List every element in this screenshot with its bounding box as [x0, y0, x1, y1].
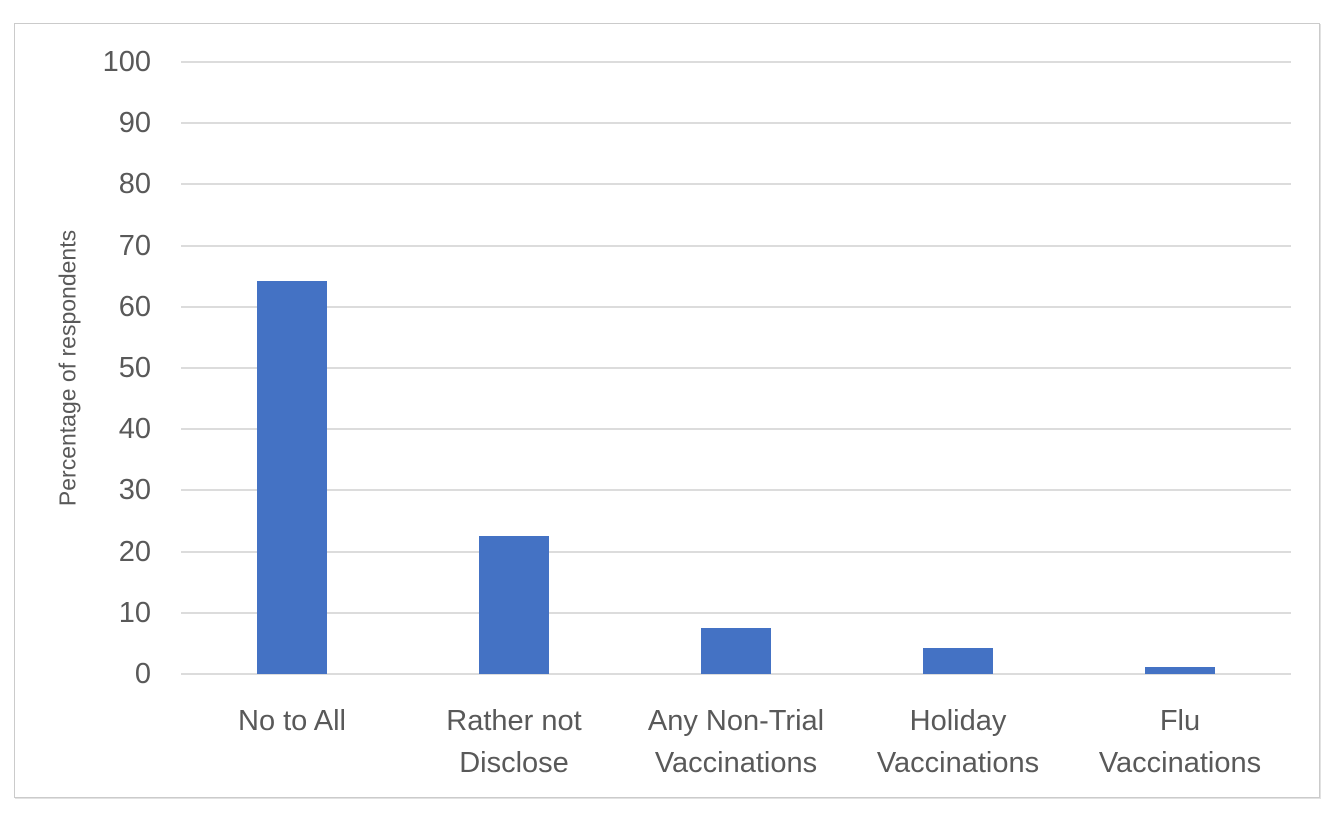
gridline-y-20 [181, 550, 1291, 553]
x-category-label-no-to-all: No to All [181, 700, 403, 742]
y-tick-label-30: 30 [118, 474, 151, 507]
y-tick-label-100: 100 [102, 46, 151, 78]
x-category-label-rather-not-disclose: Rather not Disclose [403, 700, 625, 784]
bar-holiday-vaccinations[interactable] [923, 647, 993, 674]
y-tick-label-80: 80 [118, 168, 151, 201]
gridline-y-40 [181, 428, 1291, 431]
bar-rather-not-disclose[interactable] [479, 536, 549, 674]
bar-flu-vaccinations[interactable] [1145, 666, 1215, 674]
y-tick-label-40: 40 [118, 413, 151, 446]
gridline-y-30 [181, 489, 1291, 492]
y-tick-label-10: 10 [118, 596, 151, 629]
plot-area [181, 61, 1291, 675]
y-tick-label-70: 70 [118, 229, 151, 262]
gridline-y-0 [181, 673, 1291, 675]
gridline-y-50 [181, 367, 1291, 369]
gridline-y-90 [181, 122, 1291, 125]
x-category-label-line: Vaccinations [1098, 747, 1262, 779]
gridline-y-100 [181, 61, 1291, 63]
y-tick-label-90: 90 [118, 107, 151, 140]
x-category-label-line: Holiday [909, 705, 1007, 737]
x-category-label-line: Rather not [446, 705, 582, 737]
bar-no-to-all[interactable] [257, 281, 327, 674]
gridline-y-60 [181, 305, 1291, 308]
y-tick-label-20: 20 [118, 535, 151, 568]
x-category-label-line: Any Non-Trial [647, 705, 825, 737]
x-category-label-line: Flu [1159, 705, 1201, 737]
x-category-label-line: Vaccinations [876, 747, 1040, 779]
chart-frame: Percentage of respondents 0 10 20 30 40 50 60 7… [14, 23, 1320, 798]
gridline-y-10 [181, 611, 1291, 614]
x-category-label-any-non-trial-vaccinations: Any Non-Trial Vaccinations [625, 700, 847, 784]
gridline-y-80 [181, 183, 1291, 186]
gridline-y-70 [181, 244, 1291, 247]
x-category-label-line: Vaccinations [654, 747, 818, 779]
bar-any-non-trial-vaccinations[interactable] [701, 628, 771, 674]
x-category-label-line: Disclose [459, 747, 569, 779]
y-tick-label-0: 0 [134, 658, 151, 690]
x-category-label-line: No to All [238, 705, 346, 737]
y-tick-label-50: 50 [118, 352, 151, 384]
y-tick-label-60: 60 [118, 290, 151, 323]
x-category-label-flu-vaccinations: Flu Vaccinations [1069, 700, 1291, 784]
x-category-label-holiday-vaccinations: Holiday Vaccinations [847, 700, 1069, 784]
